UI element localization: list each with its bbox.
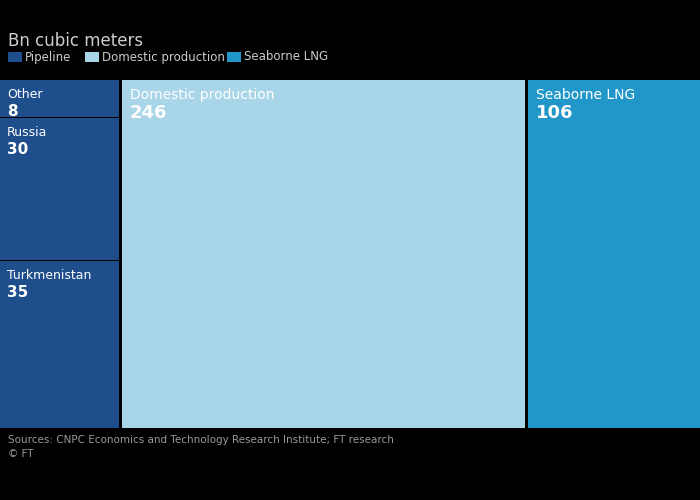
Bar <box>8 52 22 62</box>
Text: 35: 35 <box>7 285 28 300</box>
Text: 246: 246 <box>130 104 167 122</box>
Text: Seaborne LNG: Seaborne LNG <box>536 88 636 102</box>
Bar <box>227 52 241 62</box>
Text: Sources: CNPC Economics and Technology Research Institute; FT research: Sources: CNPC Economics and Technology R… <box>8 435 394 445</box>
Text: Domestic production: Domestic production <box>130 88 274 102</box>
Bar <box>0 80 119 116</box>
Text: Pipeline: Pipeline <box>25 50 71 64</box>
Bar <box>0 261 119 428</box>
Bar <box>528 80 700 428</box>
Text: Seaborne LNG: Seaborne LNG <box>244 50 328 64</box>
Text: Domestic production: Domestic production <box>102 50 225 64</box>
Text: Other: Other <box>7 88 43 101</box>
Text: Bn cubic meters: Bn cubic meters <box>8 32 143 50</box>
Text: Turkmenistan: Turkmenistan <box>7 269 92 282</box>
Text: 30: 30 <box>7 142 28 157</box>
Text: 8: 8 <box>7 104 18 119</box>
Bar <box>0 118 119 260</box>
Text: 106: 106 <box>536 104 574 122</box>
Bar <box>122 80 526 428</box>
Text: © FT: © FT <box>8 449 34 459</box>
Text: Russia: Russia <box>7 126 48 139</box>
Bar <box>85 52 99 62</box>
